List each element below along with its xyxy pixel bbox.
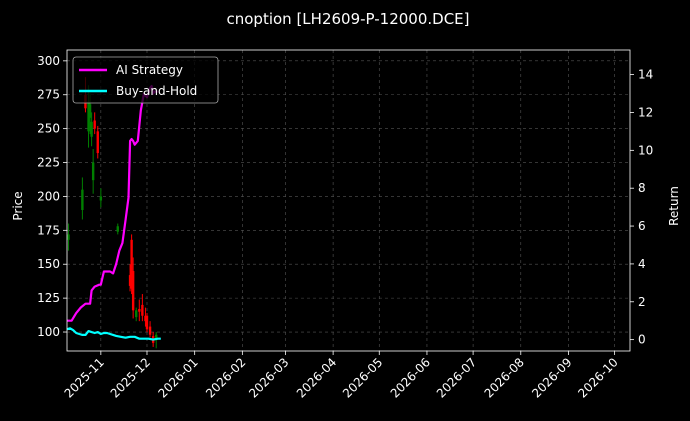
y-tick-label-left: 275 (37, 88, 60, 102)
y-tick-label-right: 8 (638, 181, 646, 195)
y-tick-label-right: 6 (638, 219, 646, 233)
candle-body (90, 121, 93, 137)
candle-body (128, 275, 132, 286)
chart-title: cnoption [LH2609-P-12000.DCE] (227, 10, 470, 28)
candle-body (144, 315, 147, 322)
series-line-buy-and-hold (66, 327, 161, 341)
y-tick-label-right: 10 (638, 143, 653, 157)
candle-body (67, 234, 70, 240)
legend-label: AI Strategy (116, 63, 183, 77)
candle-body (148, 326, 152, 335)
legend: AI Strategy Buy-and-Hold (72, 56, 219, 104)
plot-frame (66, 49, 631, 352)
y-tick-label-right: 0 (638, 333, 646, 347)
candle-body (99, 196, 103, 201)
y-axis-label-left: Price (11, 191, 25, 220)
y-tick-label-right: 12 (638, 105, 653, 119)
y-tick-label-right: 2 (638, 295, 646, 309)
candle-body (131, 271, 135, 311)
candle-body (130, 239, 133, 289)
candle-body (155, 334, 158, 341)
candle-body (141, 304, 144, 316)
candle-body (138, 308, 141, 312)
y-axis-label-right: Return (667, 186, 681, 226)
legend-box (72, 56, 219, 104)
y-tick-label-left: 175 (37, 223, 60, 237)
y-tick-label-left: 100 (37, 325, 60, 339)
y-tick-label-left: 250 (37, 122, 60, 136)
candle-body (145, 315, 149, 330)
y-tick-label-right: 4 (638, 257, 646, 271)
candle-body (93, 120, 96, 129)
candle-body (81, 189, 84, 210)
y-tick-label-left: 150 (37, 257, 60, 271)
y-tick-label-left: 300 (37, 54, 60, 68)
y-tick-label-left: 125 (37, 291, 60, 305)
candle-body (87, 101, 90, 132)
y-tick-label-right: 14 (638, 68, 653, 82)
y-tick-label-left: 200 (37, 189, 60, 203)
candle-body (88, 104, 92, 118)
legend-label: Buy-and-Hold (116, 84, 197, 98)
candle-body (135, 310, 138, 318)
candle-body (91, 162, 95, 181)
y-tick-label-left: 225 (37, 156, 60, 170)
candle-body (116, 226, 119, 232)
candle-body (96, 131, 99, 154)
